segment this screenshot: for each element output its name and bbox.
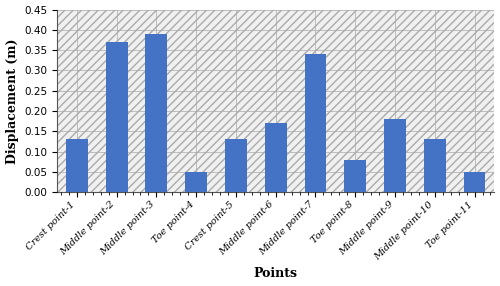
Bar: [225, 140, 247, 192]
Bar: [265, 123, 286, 192]
X-axis label: Points: Points: [254, 267, 298, 281]
Bar: [304, 54, 326, 192]
Bar: [464, 172, 485, 192]
Bar: [106, 42, 128, 192]
Bar: [344, 160, 366, 192]
Bar: [185, 172, 207, 192]
Bar: [66, 140, 88, 192]
Bar: [146, 34, 168, 192]
Bar: [424, 140, 446, 192]
Bar: [57, 9, 494, 192]
Y-axis label: Displacement (m): Displacement (m): [6, 38, 18, 164]
Bar: [384, 119, 406, 192]
